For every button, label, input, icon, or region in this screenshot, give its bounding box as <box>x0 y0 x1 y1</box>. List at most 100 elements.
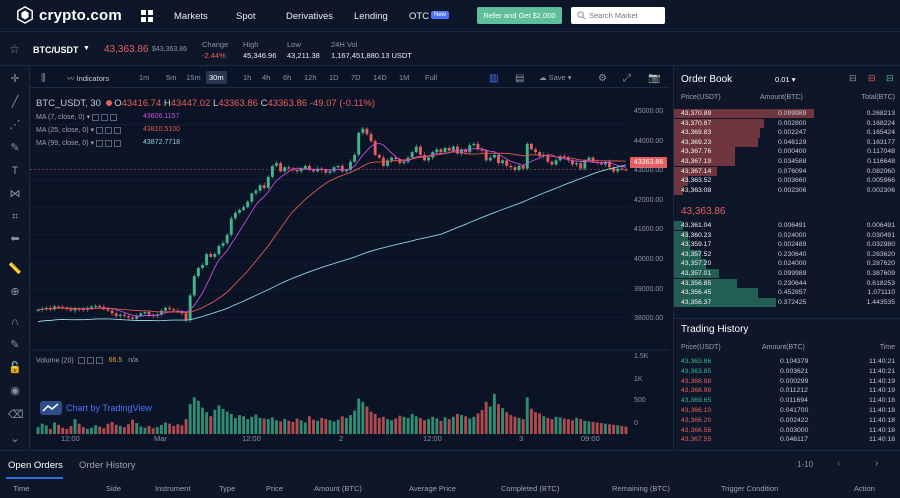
ma7-close-icon[interactable] <box>110 113 118 121</box>
save-button[interactable]: ☁ Save ▾ <box>539 73 572 82</box>
brand-logo[interactable]: crypto.com <box>16 6 122 24</box>
pair-selector[interactable]: BTC/USDT <box>33 45 79 55</box>
view-bids-icon[interactable]: ⊟ <box>886 73 894 83</box>
ask-row[interactable]: 43,363.52 0.003660 0.005966 <box>674 176 900 186</box>
interval-full[interactable]: Full <box>425 73 438 82</box>
text-icon[interactable]: T <box>11 165 19 177</box>
nav-otc[interactable]: OTC <box>409 11 430 22</box>
ma25-settings-icon[interactable] <box>105 126 112 134</box>
interval-1m[interactable]: 1m <box>139 73 150 82</box>
search-market-input[interactable] <box>571 7 665 24</box>
ma7-eye-icon[interactable] <box>92 113 100 121</box>
bid-row[interactable]: 43,357.20 0.024000 0.287620 <box>674 259 900 269</box>
volume-close-icon[interactable] <box>95 357 103 364</box>
ma25-close-icon[interactable] <box>114 126 121 134</box>
ask-row[interactable]: 43,367.76 0.000400 0.117048 <box>674 147 900 157</box>
bars-view-icon[interactable]: ▤ <box>515 73 525 84</box>
eye-icon[interactable]: ◉ <box>10 385 20 397</box>
bid-row[interactable]: 43,361.04 0.006491 0.006491 <box>674 221 900 231</box>
ma25-eye-icon[interactable] <box>96 126 103 134</box>
interval-15m[interactable]: 15m <box>186 73 201 82</box>
pattern-icon[interactable]: ⋈ <box>9 188 21 200</box>
candle-type-icon[interactable]: ⫼ <box>41 73 46 84</box>
interval-4h[interactable]: 4h <box>262 73 271 82</box>
ma25-row[interactable]: MA (25, close, 0) ▾ <box>36 126 121 134</box>
bid-row[interactable]: 43,357.01 0.099989 0.387609 <box>674 269 900 279</box>
tab-order-history[interactable]: Order History <box>79 460 136 471</box>
prev-page-icon[interactable]: ‹ <box>837 458 841 469</box>
ma99-settings-icon[interactable] <box>105 139 112 147</box>
collapse-icon[interactable]: ⌄ <box>10 433 20 445</box>
tradingview-badge[interactable]: Chart by TradingView <box>40 401 152 415</box>
ma99-eye-icon[interactable] <box>96 139 103 147</box>
interval-1d[interactable]: 1D <box>329 73 339 82</box>
price-chart[interactable] <box>30 88 670 450</box>
ma99-row[interactable]: MA (99, close, 0) ▾ <box>36 139 121 147</box>
orders-column-header: Time <box>13 484 30 493</box>
ask-row[interactable]: 43,370.87 0.002800 0.168224 <box>674 118 900 128</box>
apps-grid-icon[interactable] <box>141 10 153 22</box>
ask-row[interactable]: 43,370.89 0.099989 0.268213 <box>674 109 900 119</box>
order-book-title: Order Book <box>681 74 733 85</box>
indicators-button[interactable]: 〰 Indicators <box>64 71 112 86</box>
magnet-icon[interactable]: ∩ <box>11 316 19 328</box>
ruler-icon[interactable]: 📏 <box>8 263 22 275</box>
trendline-icon[interactable]: ╱ <box>11 96 19 108</box>
interval-1h[interactable]: 1h <box>243 73 252 82</box>
bid-row[interactable]: 43,356.45 0.452857 1.071110 <box>674 288 900 298</box>
interval-7d[interactable]: 7D <box>351 73 361 82</box>
nav-spot[interactable]: Spot <box>236 11 256 22</box>
ask-depth-bar <box>674 128 760 138</box>
interval-14d[interactable]: 14D <box>373 73 387 82</box>
view-asks-icon[interactable]: ⊟ <box>868 73 876 83</box>
refer-button[interactable]: Refer and Get $2,000 <box>477 7 562 24</box>
candle-body <box>139 313 143 317</box>
interval-6h[interactable]: 6h <box>283 73 292 82</box>
bid-row[interactable]: 43,359.17 0.002489 0.032980 <box>674 240 900 250</box>
orders-column-header: Instrument <box>155 484 191 493</box>
ask-row[interactable]: 43,369.23 0.046129 0.163177 <box>674 137 900 148</box>
crosshair-icon[interactable]: ✛ <box>10 73 20 85</box>
ask-row[interactable]: 43,367.19 0.034588 0.116648 <box>674 157 900 167</box>
measure-icon[interactable]: ⌗ <box>11 211 19 223</box>
trash-icon[interactable]: ⌫ <box>8 409 24 421</box>
volume-eye-icon[interactable] <box>77 357 85 364</box>
precision-select[interactable]: 0.01 ▾ <box>775 75 796 84</box>
lock-icon[interactable]: 🔓 <box>8 362 22 374</box>
bid-row[interactable]: 43,357.52 0.230640 0.263620 <box>674 249 900 260</box>
nav-lending[interactable]: Lending <box>354 11 388 22</box>
lock-drawing-icon[interactable]: ✎ <box>10 339 20 351</box>
nav-markets[interactable]: Markets <box>174 11 208 22</box>
chart-layout-icon[interactable]: ▥ <box>489 73 499 84</box>
ask-row[interactable]: 43,369.83 0.002247 0.165424 <box>674 128 900 138</box>
ask-row[interactable]: 43,363.08 0.002306 0.002306 <box>674 185 900 196</box>
fib-icon[interactable]: ⋰ <box>9 119 21 131</box>
camera-icon[interactable]: 📷 <box>648 73 661 84</box>
ask-row[interactable]: 43,367.14 0.076094 0.082060 <box>674 166 900 176</box>
favorite-star-icon[interactable]: ☆ <box>9 42 20 56</box>
ma7-settings-icon[interactable] <box>101 113 109 121</box>
fullscreen-icon[interactable]: ⤢ <box>623 73 631 84</box>
chevron-down-icon[interactable]: ▼ <box>83 45 90 52</box>
ma7-row[interactable]: MA (7, close, 0) ▾ <box>36 113 118 121</box>
bid-row[interactable]: 43,356.37 0.372425 1.443535 <box>674 297 900 308</box>
nav-derivatives[interactable]: Derivatives <box>286 11 333 22</box>
interval-30m[interactable]: 30m <box>206 71 227 84</box>
volume-settings-icon[interactable] <box>86 357 94 364</box>
tab-open-orders[interactable]: Open Orders <box>8 460 63 471</box>
brush-icon[interactable]: ✎ <box>10 142 20 154</box>
bid-row[interactable]: 43,360.23 0.024000 0.030491 <box>674 230 900 240</box>
settings-gear-icon[interactable]: ⚙ <box>598 73 607 84</box>
interval-12h[interactable]: 12h <box>304 73 317 82</box>
zoom-in-icon[interactable]: ⊕ <box>10 286 20 298</box>
arrow-left-icon[interactable]: ⬅ <box>10 233 20 245</box>
legend-symbol: BTC_USDT, 30 <box>36 98 101 109</box>
bid-row[interactable]: 43,356.85 0.230644 0.618253 <box>674 278 900 288</box>
interval-5m[interactable]: 5m <box>166 73 177 82</box>
volume-bar <box>435 418 439 434</box>
interval-1m[interactable]: 1M <box>399 73 410 82</box>
ma99-close-icon[interactable] <box>114 139 121 147</box>
next-page-icon[interactable]: › <box>875 458 879 469</box>
view-both-icon[interactable]: ⊟ <box>849 73 857 83</box>
candle-body <box>127 316 130 318</box>
